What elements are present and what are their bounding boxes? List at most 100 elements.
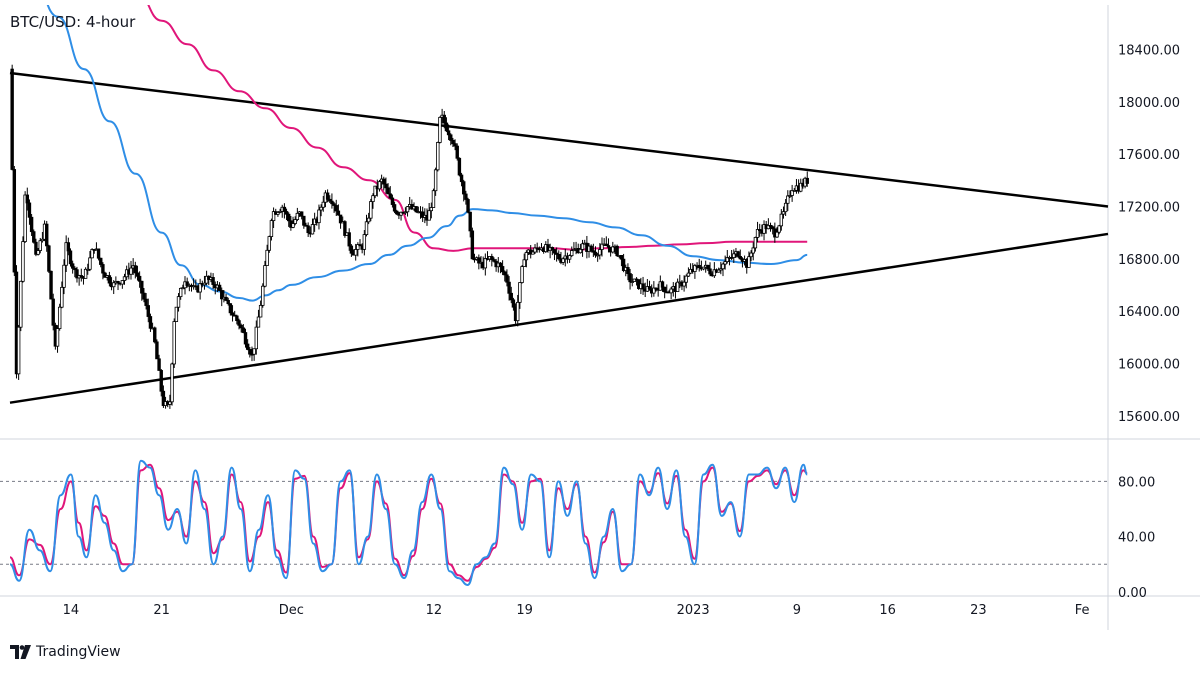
candle-body — [567, 255, 572, 260]
candle-body — [701, 266, 706, 270]
candle-body — [477, 257, 481, 264]
candle-body — [73, 267, 77, 271]
candle-body — [747, 256, 751, 268]
candle-body — [21, 241, 25, 282]
candle-body — [604, 243, 609, 247]
candle-body — [628, 273, 632, 283]
stoch-tick-label: 0.00 — [1118, 586, 1147, 601]
candle-body — [723, 261, 727, 265]
candle-body — [10, 68, 14, 170]
candle-body — [271, 211, 276, 221]
candle-body — [719, 268, 723, 271]
price-tick-label: 18000.00 — [1118, 96, 1180, 111]
brand-name: TradingView — [36, 644, 121, 660]
candle-body — [120, 280, 125, 285]
candle-body — [170, 363, 174, 403]
price-tick-label: 15600.00 — [1118, 410, 1180, 425]
candle-body — [306, 225, 310, 234]
candle-body — [287, 213, 291, 222]
tradingview-brand[interactable]: TradingView — [10, 644, 121, 660]
time-tick-label: 9 — [793, 603, 801, 618]
candle-body — [600, 243, 604, 250]
candle-body — [358, 244, 362, 247]
candle-body — [291, 223, 295, 228]
candle-body — [38, 240, 42, 251]
candle-body — [522, 259, 526, 267]
candle-body — [142, 292, 146, 300]
candle-body — [159, 370, 163, 392]
candle-body — [319, 206, 323, 211]
sma-fast-line — [46, 5, 808, 302]
candle-body — [66, 242, 71, 252]
candle-body — [716, 269, 721, 273]
candle-body — [245, 343, 250, 350]
candle-body — [503, 271, 507, 276]
candle-body — [243, 332, 248, 345]
candle-body — [338, 214, 343, 224]
candle-body — [652, 287, 656, 294]
candle-body — [334, 205, 338, 212]
stoch-tick-label: 40.00 — [1118, 531, 1155, 546]
candle-body — [256, 316, 261, 328]
candle-body — [554, 252, 559, 255]
candle-body — [176, 296, 181, 308]
candle-body — [356, 244, 360, 250]
candle-body — [86, 268, 90, 271]
candle-body — [433, 169, 438, 192]
candle-body — [228, 303, 233, 314]
candle-body — [310, 224, 315, 235]
candle-body — [172, 321, 176, 365]
candle-body — [790, 190, 794, 196]
candle-body — [736, 251, 740, 257]
candle-body — [226, 300, 230, 305]
candle-body — [738, 256, 742, 260]
candle-body — [431, 190, 436, 208]
candle-body — [436, 142, 440, 171]
candle-body — [755, 229, 760, 238]
candle-body — [282, 206, 287, 212]
candle-body — [112, 282, 116, 288]
candle-body — [137, 275, 142, 282]
candle-body — [302, 215, 306, 226]
candle-body — [805, 177, 809, 184]
candle-body — [395, 210, 399, 215]
candle-body — [420, 211, 425, 218]
candle-body — [453, 143, 457, 147]
candle-body — [362, 234, 367, 250]
candle-body — [388, 193, 392, 199]
candle-body — [770, 226, 775, 230]
time-tick-label: 21 — [153, 603, 170, 618]
candle-body — [533, 247, 537, 253]
candle-body — [429, 207, 434, 212]
candle-body — [753, 237, 758, 249]
candle-body — [384, 183, 388, 189]
candle-body — [615, 245, 619, 257]
candle-body — [561, 258, 565, 263]
candle-body — [572, 249, 576, 251]
candle-body — [133, 265, 138, 274]
candle-body — [88, 257, 92, 270]
candle-body — [693, 265, 697, 272]
candle-body — [630, 281, 634, 283]
candle-body — [390, 197, 395, 205]
candle-body — [332, 203, 336, 206]
candle-body — [509, 292, 513, 301]
candle-body — [799, 182, 803, 192]
candle-body — [12, 169, 17, 273]
candle-body — [470, 230, 475, 260]
candle-body — [75, 269, 79, 279]
candle-body — [299, 211, 304, 217]
candle-body — [507, 281, 511, 294]
lower-trendline — [9, 232, 1109, 404]
candle-body — [14, 271, 19, 375]
candle-body — [258, 304, 263, 318]
candle-body — [712, 269, 717, 277]
candle-body — [377, 181, 382, 190]
candle-body — [153, 327, 157, 343]
candle-body — [155, 341, 159, 360]
candle-body — [146, 305, 150, 317]
candle-body — [449, 134, 453, 141]
candle-body — [758, 229, 762, 232]
candle-body — [144, 298, 148, 306]
candle-body — [641, 283, 645, 290]
